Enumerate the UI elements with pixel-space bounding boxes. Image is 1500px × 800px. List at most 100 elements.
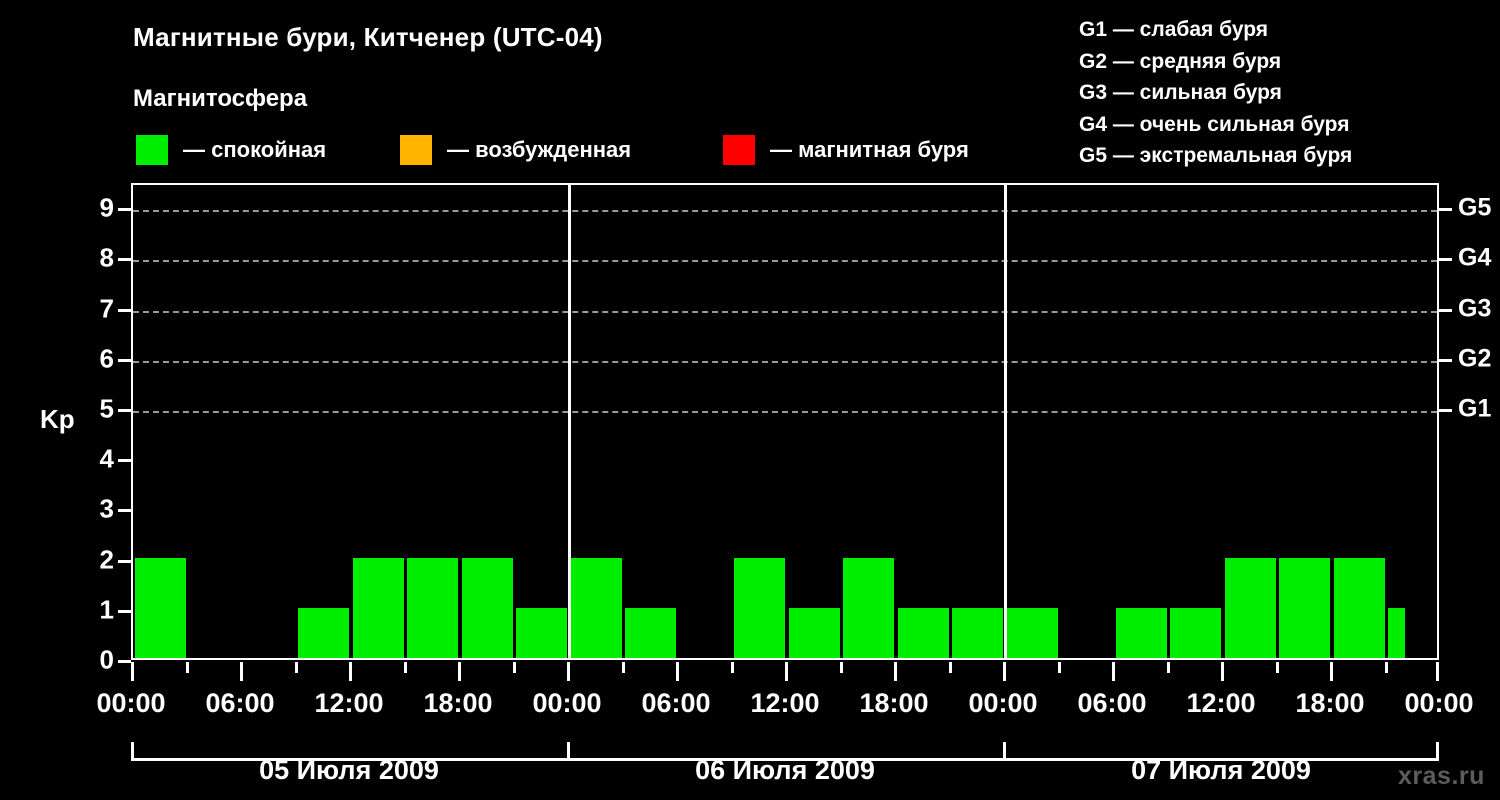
x-axis-tick <box>349 662 352 681</box>
g-axis-tick <box>1439 308 1452 312</box>
x-axis-tick-label: 00:00 <box>1404 688 1474 718</box>
day-bracket-tick <box>1436 742 1439 761</box>
y-axis-tick-label: 9 <box>99 192 114 223</box>
y-axis-tick <box>118 660 131 663</box>
day-label: 07 Июля 2009 <box>1131 755 1311 785</box>
day-labels: 05 Июля 2009 06 Июля 2009 07 Июля 2009 <box>0 755 1500 791</box>
y-axis-title: Kp <box>40 404 75 434</box>
bar <box>407 557 459 658</box>
x-axis-tick-label: 06:00 <box>1077 688 1147 718</box>
x-axis-tick-label: 06:00 <box>205 688 275 718</box>
g-axis-tick-label: G2 <box>1458 344 1492 373</box>
page-title: Магнитные бури, Китченер (UTC-04) <box>133 22 603 52</box>
bar <box>1170 607 1222 658</box>
bar <box>625 607 677 658</box>
gridline <box>133 310 1437 313</box>
plot-area <box>131 183 1439 660</box>
x-axis-tick <box>1275 662 1279 673</box>
x-axis-tick <box>948 662 952 673</box>
x-axis-tick <box>1221 662 1224 681</box>
x-axis-tick-label: 12:00 <box>1186 688 1256 718</box>
legend-swatch-calm-icon <box>136 135 168 165</box>
day-label: 06 Июля 2009 <box>695 755 875 785</box>
g-scale-line-g2: G2 — средняя буря <box>1079 49 1282 73</box>
legend-swatch-active-icon <box>400 135 432 165</box>
x-axis-tick <box>839 662 843 673</box>
y-axis-tick <box>118 509 131 513</box>
day-bracket-tick <box>131 742 134 761</box>
y-axis-tick <box>118 459 131 463</box>
y-axis-tick <box>118 408 131 412</box>
y-axis-tick-label: 2 <box>99 544 114 575</box>
g-scale-legend: G1 — слабая буря G2 — средняя буря G3 — … <box>1079 14 1352 172</box>
x-axis-labels: 00:00 06:00 12:00 18:00 00:00 06:00 12:00 18:00… <box>0 688 1500 722</box>
day-bracket-axis <box>131 742 1442 761</box>
bar <box>1006 607 1058 658</box>
x-axis-tick <box>1436 662 1439 681</box>
y-axis-tick-label: 0 <box>99 644 114 675</box>
gridline <box>133 410 1437 413</box>
x-axis-tick-label: 12:00 <box>314 688 384 718</box>
g-axis-tick-label: G4 <box>1458 243 1492 272</box>
y-axis-left: 0 1 2 3 4 5 6 7 8 9 <box>60 183 131 675</box>
x-axis-tick <box>894 662 897 681</box>
y-axis-tick-label: 3 <box>99 493 114 524</box>
y-axis-tick-label: 6 <box>99 343 114 374</box>
g-scale-line-g3: G3 — сильная буря <box>1079 81 1282 104</box>
x-axis-tick <box>403 662 407 673</box>
bar <box>1387 607 1406 658</box>
bar <box>843 557 895 658</box>
g-axis-tick-label: G3 <box>1458 294 1492 323</box>
day-bracket-tick <box>567 742 570 761</box>
x-axis-tick <box>185 662 189 673</box>
bar <box>516 607 568 658</box>
x-axis-tick <box>730 662 734 673</box>
y-axis-tick <box>118 559 131 563</box>
legend-label-active: — возбужденная <box>447 137 632 162</box>
g-axis-tick <box>1439 208 1452 212</box>
legend-swatch-storm-icon <box>723 135 755 165</box>
bar <box>461 557 513 658</box>
x-axis-tick-label: 18:00 <box>1295 688 1365 718</box>
y-axis-tick-label: 5 <box>99 393 114 424</box>
day-label: 05 Июля 2009 <box>259 755 439 785</box>
x-axis-tick-label: 00:00 <box>968 688 1038 718</box>
g-scale-line-g4: G4 — очень сильная буря <box>1079 112 1350 136</box>
legend-item-storm: — магнитная буря <box>723 135 969 165</box>
g-axis-tick <box>1439 358 1452 362</box>
g-scale-line-g1: G1 — слабая буря <box>1079 18 1269 41</box>
bar <box>952 607 1004 658</box>
y-axis-tick <box>118 258 131 262</box>
legend-label-storm: — магнитная буря <box>770 137 969 162</box>
y-axis-tick <box>118 609 131 613</box>
x-axis-ticks <box>131 662 1442 682</box>
gridline <box>133 210 1437 213</box>
gridline <box>133 260 1437 263</box>
x-axis-tick <box>240 662 243 681</box>
x-axis-tick <box>1057 662 1061 673</box>
x-axis-tick <box>1384 662 1388 673</box>
x-axis-tick-label: 06:00 <box>641 688 711 718</box>
g-axis-tick-label: G5 <box>1458 193 1492 222</box>
x-axis-tick <box>294 662 298 673</box>
x-axis-tick-label: 18:00 <box>859 688 929 718</box>
y-axis-tick <box>118 358 131 362</box>
bar <box>134 557 186 658</box>
bar <box>1279 557 1331 658</box>
legend-item-calm: — спокойная <box>136 135 326 165</box>
x-axis-tick-label: 18:00 <box>423 688 493 718</box>
x-axis-tick <box>1003 662 1006 681</box>
x-axis-tick-label: 12:00 <box>750 688 820 718</box>
y-axis-tick-label: 8 <box>99 242 114 273</box>
x-axis-tick-label: 00:00 <box>96 688 166 718</box>
day-bracket-line <box>131 758 1439 761</box>
g-axis-tick <box>1439 408 1452 412</box>
day-bracket-tick <box>1003 742 1006 761</box>
x-axis-tick <box>458 662 461 681</box>
day-separator <box>1003 185 1007 658</box>
y-axis-tick <box>118 308 131 312</box>
g-scale-line-g5: G5 — экстремальная буря <box>1079 144 1353 167</box>
y-axis-tick-label: 7 <box>99 293 114 324</box>
x-axis-tick-label: 00:00 <box>532 688 602 718</box>
